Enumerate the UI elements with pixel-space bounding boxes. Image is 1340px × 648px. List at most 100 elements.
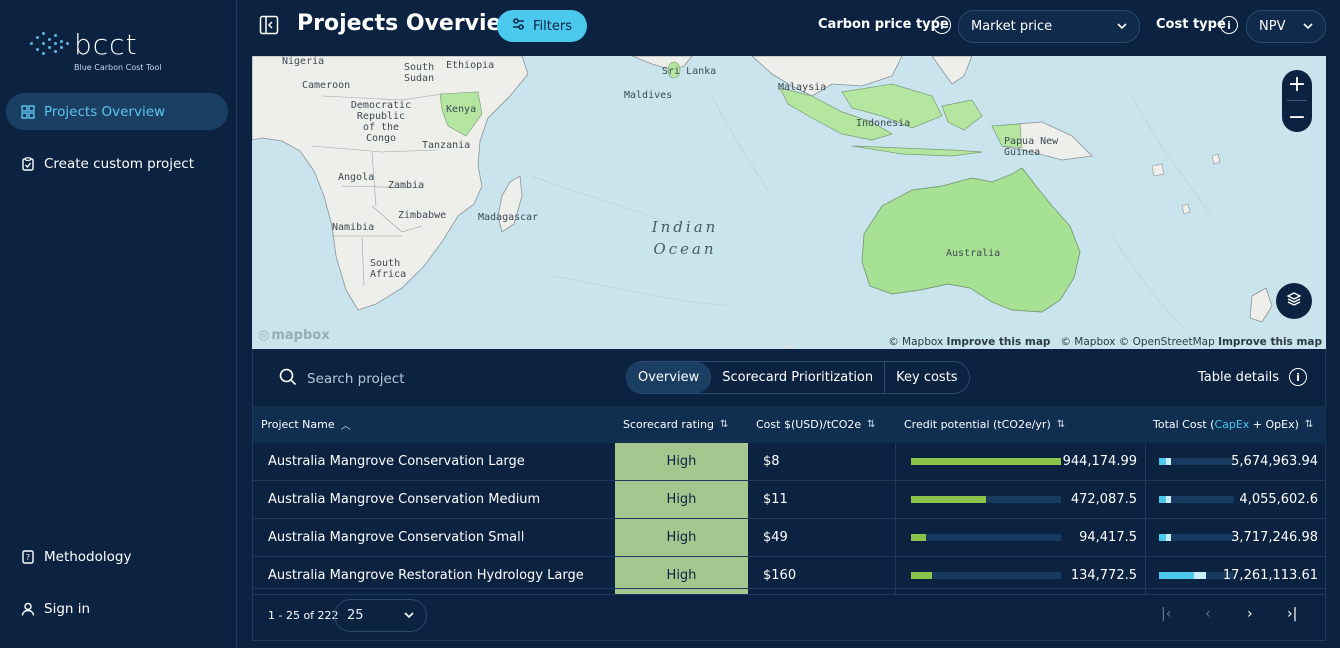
project-name-cell[interactable]: Australia Mangrove Conservation Large [268, 454, 525, 469]
column-header-scorecard-rating[interactable]: Scorecard rating ⇅ [623, 418, 729, 431]
cost-type-info-icon[interactable]: i [1220, 16, 1238, 34]
layers-button[interactable] [1276, 283, 1312, 319]
scorecard-rating-cell: High [615, 557, 748, 594]
zoom-in-button[interactable]: + [1287, 71, 1307, 97]
search-field[interactable]: Search project [279, 368, 405, 390]
capex-bar [1159, 496, 1166, 503]
credit-value: 472,087.5 [1070, 492, 1137, 507]
mapbox-logo[interactable]: ◎ mapbox [258, 328, 330, 343]
tab-key-costs[interactable]: Key costs [896, 370, 958, 385]
logo-wordmark: bcct [74, 28, 138, 61]
carbon-price-type-select[interactable]: Market price [958, 10, 1140, 43]
credit-value: 944,174.99 [1062, 454, 1137, 469]
attribution-mapbox[interactable]: © Mapbox [888, 336, 944, 348]
attribution-improve-link-2[interactable]: Improve this map [1218, 336, 1322, 348]
project-name-cell[interactable]: Australia Mangrove Conservation Medium [268, 492, 541, 507]
table-row[interactable]: Australia Mangrove Conservation Medium Hi… [253, 481, 1326, 519]
attribution-osm[interactable]: © Mapbox © OpenStreetMap [1060, 336, 1215, 348]
sidebar-item-projects-overview[interactable]: Projects Overview [6, 93, 228, 130]
filters-button[interactable]: Filters [497, 10, 587, 42]
credit-bar-track [911, 496, 1061, 503]
table-row[interactable]: Australia Mangrove Restoration Hydrology… [253, 557, 1326, 595]
attribution-improve-link[interactable]: Improve this map [946, 336, 1051, 348]
sidebar-item-create-custom-project[interactable]: Create custom project [6, 145, 228, 182]
cost-cell: $160 [748, 557, 896, 594]
column-header-total-cost[interactable]: Total Cost (CapEx + OpEx) ⇅ [1153, 418, 1314, 431]
sidebar: bcct Blue Carbon Cost Tool Projects Over… [0, 0, 237, 648]
table-row[interactable]: Australia Mangrove Conservation Small Hig… [253, 519, 1326, 557]
carbon-price-info-icon[interactable]: i [933, 16, 951, 34]
credit-bar [911, 496, 986, 503]
sort-icon: ⇅ [720, 419, 729, 430]
search-icon [279, 368, 297, 390]
mapbox-icon: ◎ [258, 328, 270, 343]
map-label-zambia: Zambia [388, 180, 425, 191]
map-label-zimbabwe: Zimbabwe [398, 210, 447, 221]
column-header-project-name[interactable]: Project Name ︿ [261, 418, 351, 432]
sidebar-item-label: Methodology [44, 548, 132, 565]
app-logo[interactable]: bcct Blue Carbon Cost Tool [28, 30, 161, 72]
credit-potential-cell: 134,772.5 [896, 557, 1146, 594]
cost-type-value: NPV [1259, 19, 1286, 34]
tab-overview[interactable]: Overview [627, 362, 712, 393]
info-icon: i [1289, 368, 1307, 386]
carbon-price-type-label: Carbon price type [818, 17, 949, 32]
total-cost-value: 17,261,113.61 [1222, 568, 1318, 583]
filters-icon [512, 18, 525, 34]
credit-bar-track [911, 534, 1061, 541]
sort-icon: ⇅ [1056, 419, 1066, 430]
zoom-control: + − [1282, 70, 1312, 132]
table-details-label: Table details [1197, 369, 1279, 385]
map-label-ethiopia: Ethiopia [446, 60, 495, 71]
column-header-credit-potential[interactable]: Credit potential (tCO2e/yr) ⇅ [904, 418, 1066, 431]
sidebar-item-sign-in[interactable]: Sign in [6, 590, 228, 627]
previous-page-button[interactable]: ‹ [1205, 606, 1211, 622]
map-label-nigeria: Nigeria [282, 56, 325, 67]
zoom-out-button[interactable]: − [1287, 105, 1307, 131]
project-name-cell[interactable]: Australia Mangrove Conservation Small [268, 530, 525, 545]
map-label-south-africa: South Africa [370, 258, 407, 280]
total-cost-bar-track [1159, 458, 1234, 465]
capex-bar [1159, 534, 1166, 541]
total-cost-bar-track [1159, 496, 1234, 503]
rows-per-page-select[interactable]: 25 [334, 599, 427, 632]
cost-cell: $8 [748, 443, 896, 480]
table-details-button[interactable]: Table details i [1198, 368, 1307, 386]
credit-bar [911, 458, 1061, 465]
map-label-namibia: Namibia [332, 222, 375, 233]
total-cost-bar-track [1159, 534, 1234, 541]
last-page-button[interactable]: ›| [1287, 606, 1298, 622]
project-name-cell[interactable]: Australia Mangrove Restoration Hydrology… [268, 568, 584, 583]
search-input[interactable]: Search project [307, 371, 405, 387]
logo-dots-icon [28, 30, 69, 58]
scorecard-rating-cell: High [615, 481, 748, 518]
sidebar-item-methodology[interactable]: ? Methodology [6, 538, 228, 575]
cost-type-select[interactable]: NPV [1246, 10, 1326, 43]
first-page-button[interactable]: |‹ [1161, 606, 1172, 622]
next-page-button[interactable]: › [1247, 606, 1253, 622]
map-label-drc: Democratic Republic of the Congo [350, 100, 412, 144]
map-label-malaysia: Malaysia [778, 82, 827, 93]
page-title: Projects Overview [297, 11, 522, 36]
map-label-indian-ocean: Indian Ocean [651, 218, 719, 258]
map-label-angola: Angola [338, 172, 375, 183]
credit-value: 94,417.5 [1079, 530, 1137, 545]
pagination-range: 1 - 25 of 222 [268, 609, 339, 622]
cost-cell: $11 [748, 481, 896, 518]
column-header-cost[interactable]: Cost $(USD)/tCO2e ⇅ [756, 418, 876, 431]
sort-icon: ⇅ [1304, 419, 1314, 430]
collapse-sidebar-icon[interactable] [259, 15, 281, 37]
map-label-indonesia: Indonesia [856, 118, 911, 129]
sidebar-item-label: Projects Overview [44, 103, 166, 120]
logo-subtitle: Blue Carbon Cost Tool [74, 63, 162, 72]
credit-potential-cell: 94,417.5 [896, 519, 1146, 556]
filters-label: Filters [533, 18, 572, 34]
total-cost-value: 3,717,246.98 [1231, 530, 1318, 545]
layers-icon [1286, 291, 1302, 311]
map-label-papua-new-guinea: Papua New Guinea [1004, 136, 1059, 158]
map-view[interactable]: Nigeria Ethiopia South Sudan Cameroon De… [252, 56, 1326, 349]
tab-scorecard-prioritization[interactable]: Scorecard Prioritization [711, 362, 886, 393]
table-row[interactable]: Australia Mangrove Conservation Large Hig… [253, 443, 1326, 481]
capex-bar [1159, 458, 1166, 465]
credit-potential-cell: 472,087.5 [896, 481, 1146, 518]
